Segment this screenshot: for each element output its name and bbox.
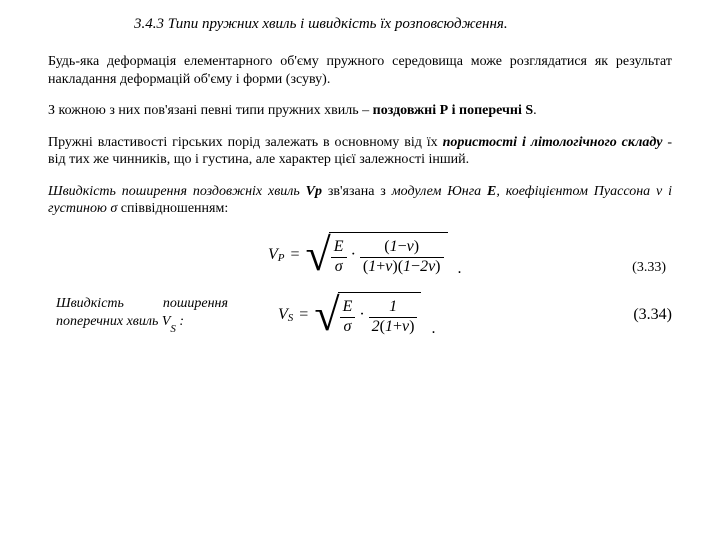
- rp: ): [409, 318, 414, 335]
- text: :: [176, 314, 184, 329]
- sym-E: E: [331, 239, 347, 256]
- text-bold-italic: пористості і літологічного складу: [443, 135, 663, 150]
- radical-sign: √: [306, 232, 331, 278]
- sym-1: 1: [403, 258, 411, 275]
- sym-1: 1: [386, 299, 400, 316]
- sym-V: V: [268, 246, 278, 264]
- vs-caption: Швидкість поширення поперечних хвиль VS …: [56, 295, 238, 333]
- sym-nu: ν: [407, 238, 414, 255]
- equation-vs: VS = √ E σ · 1: [278, 292, 435, 338]
- sym-sub-S: S: [170, 323, 176, 335]
- sym-2: 2: [372, 318, 380, 335]
- sym-V: V: [278, 306, 288, 324]
- equation-row-vp: VP = √ E σ · (1−ν): [48, 232, 672, 278]
- paragraph-rock-properties: Пружні властивості гірських порід залежа…: [48, 134, 672, 169]
- section-title: 3.4.3 Типи пружних хвиль і швидкість їх …: [134, 16, 672, 33]
- minus: −: [411, 258, 420, 275]
- frac-1-2: 1 2(1+ν): [369, 299, 418, 336]
- equation-row-vs: Швидкість поширення поперечних хвиль VS …: [48, 292, 672, 338]
- sym-sigma: σ: [341, 319, 355, 336]
- equation-number: (3.34): [633, 306, 672, 324]
- minus: −: [398, 238, 407, 255]
- sym-E: E: [340, 299, 356, 316]
- text-italic: Швидкість поширення поздовжніх хвиль: [48, 184, 306, 199]
- text: Будь-яка деформація елементарного об'єму…: [48, 54, 672, 87]
- symbol-vp: Vp: [306, 184, 322, 199]
- period: .: [458, 260, 462, 278]
- dot-operator: ·: [359, 306, 364, 324]
- sqrt: √ E σ · 1 2(1+ν): [314, 292, 421, 338]
- text-bold: поздовжні Р і поперечні S: [373, 103, 534, 118]
- text: Пружні властивості гірських порід залежа…: [48, 135, 443, 150]
- frac-E-sigma: E σ: [331, 239, 347, 276]
- paragraph-deformation: Будь-яка деформація елементарного об'єму…: [48, 53, 672, 88]
- text: З кожною з них пов'язані певні типи пруж…: [48, 103, 373, 118]
- frac-nu: (1−ν) (1+ν)(1−2ν): [360, 239, 444, 276]
- page: 3.4.3 Типи пружних хвиль і швидкість їх …: [0, 0, 720, 338]
- equation-number: (3.33): [632, 260, 672, 276]
- sym-1: 1: [390, 238, 398, 255]
- text: співвідношенням:: [121, 201, 229, 216]
- plus: +: [393, 318, 402, 335]
- paragraph-wave-types: З кожною з них пов'язані певні типи пруж…: [48, 102, 672, 120]
- equation-vp: VP = √ E σ · (1−ν): [268, 232, 462, 278]
- frac-E-sigma: E σ: [340, 299, 356, 336]
- text-italic: Швидкість поширення поперечних хвиль V: [56, 296, 228, 329]
- text: .: [533, 103, 537, 118]
- sym-sub-S: S: [288, 312, 294, 324]
- sym-sigma: σ: [332, 259, 346, 276]
- sym-sub-P: P: [278, 252, 285, 264]
- equals-sign: =: [291, 246, 300, 264]
- sym-1: 1: [385, 318, 393, 335]
- symbol-E: E: [487, 184, 496, 199]
- period: .: [431, 320, 435, 338]
- sym-2: 2: [420, 258, 428, 275]
- text-italic: модулем Юнга: [392, 184, 487, 199]
- plus: +: [376, 258, 385, 275]
- rp: ): [414, 238, 419, 255]
- text: зв'язана з: [322, 184, 392, 199]
- rp: ): [435, 258, 440, 275]
- sqrt: √ E σ · (1−ν): [306, 232, 448, 278]
- dot-operator: ·: [351, 246, 356, 264]
- equals-sign: =: [299, 306, 308, 324]
- paragraph-vp-relation: Швидкість поширення поздовжніх хвиль Vp …: [48, 183, 672, 218]
- radical-sign: √: [314, 292, 339, 338]
